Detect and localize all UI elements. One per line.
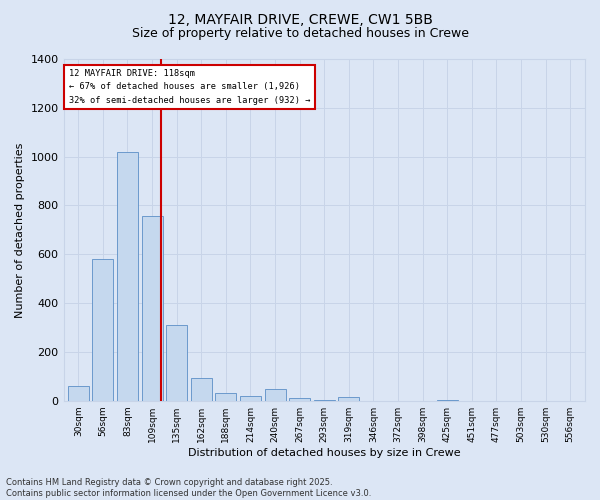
- Y-axis label: Number of detached properties: Number of detached properties: [15, 142, 25, 318]
- Bar: [289, 398, 310, 400]
- Bar: [68, 386, 89, 400]
- X-axis label: Distribution of detached houses by size in Crewe: Distribution of detached houses by size …: [188, 448, 461, 458]
- Bar: [191, 378, 212, 400]
- Bar: [240, 396, 261, 400]
- Text: 12, MAYFAIR DRIVE, CREWE, CW1 5BB: 12, MAYFAIR DRIVE, CREWE, CW1 5BB: [167, 12, 433, 26]
- Text: 12 MAYFAIR DRIVE: 118sqm
← 67% of detached houses are smaller (1,926)
32% of sem: 12 MAYFAIR DRIVE: 118sqm ← 67% of detach…: [69, 70, 310, 104]
- Text: Contains HM Land Registry data © Crown copyright and database right 2025.
Contai: Contains HM Land Registry data © Crown c…: [6, 478, 371, 498]
- Bar: [338, 398, 359, 400]
- Bar: [117, 152, 138, 400]
- Bar: [166, 325, 187, 400]
- Bar: [215, 394, 236, 400]
- Text: Size of property relative to detached houses in Crewe: Size of property relative to detached ho…: [131, 28, 469, 40]
- Bar: [92, 259, 113, 400]
- Bar: [142, 216, 163, 400]
- Bar: [265, 389, 286, 400]
